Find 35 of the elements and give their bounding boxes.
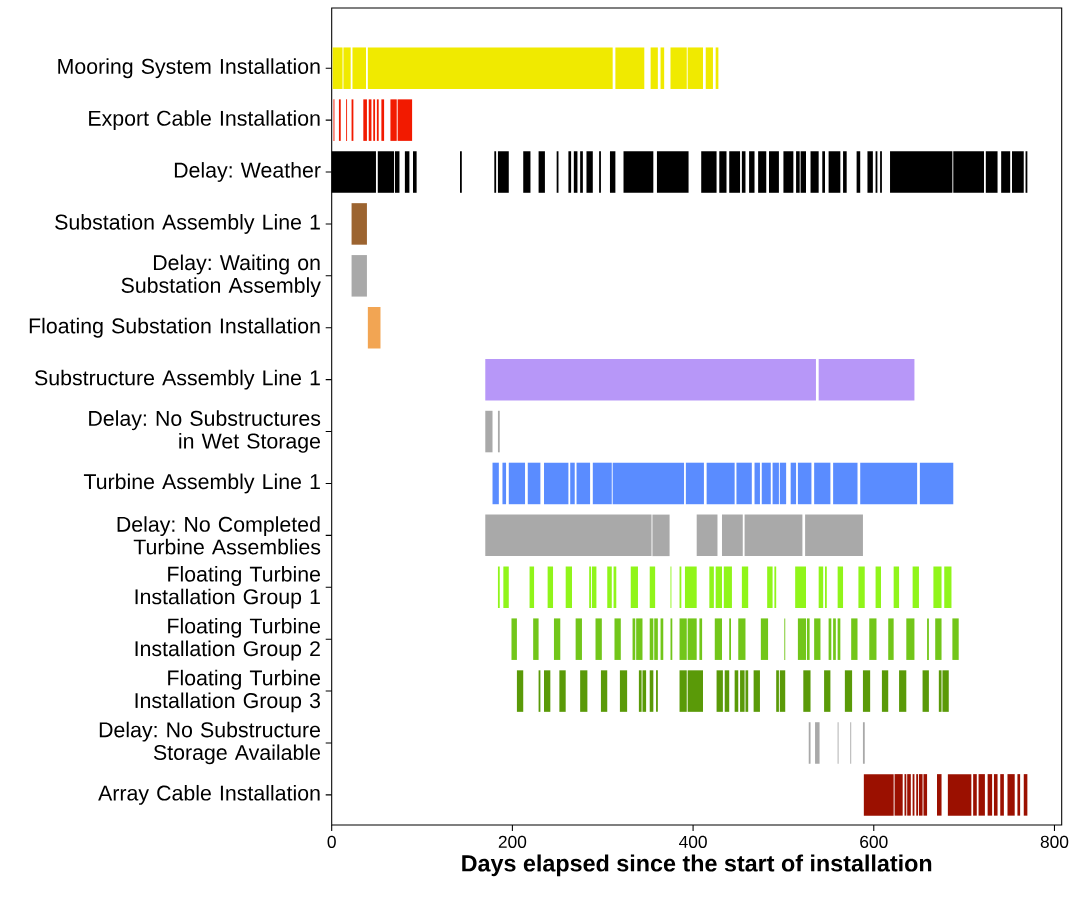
x-tick-label: 0: [327, 835, 336, 848]
x-tick-label: 600: [860, 835, 888, 848]
y-tick-label: Delay: Weather: [174, 162, 321, 182]
y-tick-label: Array Cable Installation: [98, 784, 320, 805]
bar: [367, 306, 381, 349]
y-tick-label: Delay: No Substructures in Wet Storage: [89, 410, 321, 453]
y-tick-label: Export Cable Installation: [89, 110, 320, 131]
y-tick-label: Delay: Waiting on Substation Assembly: [121, 254, 321, 298]
bar: [1012, 151, 1024, 193]
x-axis-title: Days elapsed since the start of installation: [462, 854, 932, 877]
x-tick-label: 400: [679, 835, 707, 848]
bar: [744, 514, 803, 557]
y-tick-label: Delay: No Substructure Storage Available: [99, 721, 321, 765]
x-tick-label: 200: [498, 835, 527, 848]
bar: [485, 410, 493, 453]
bar: [351, 255, 367, 297]
y-tick-label: Turbine Assembly Line 1: [83, 473, 320, 494]
bar: [721, 514, 743, 557]
y-tick-label: Floating Turbine Installation Group 1: [135, 566, 321, 609]
y-tick-label: Substation Assembly Line 1: [55, 213, 320, 234]
y-tick-label: Floating Turbine Installation Group 2: [135, 617, 321, 661]
bar: [485, 358, 816, 401]
bar: [985, 151, 998, 193]
y-tick-label: Floating Substation Installation: [29, 317, 320, 338]
y-tick-label: Substructure Assembly Line 1: [35, 369, 320, 390]
bar: [696, 514, 718, 557]
x-tick-label: 800: [1040, 835, 1069, 848]
y-tick-label: Delay: No Completed Turbine Assemblies: [117, 516, 321, 555]
bar: [867, 151, 873, 193]
y-tick-label: Mooring System Installation: [58, 58, 320, 79]
bar: [1001, 151, 1011, 193]
y-tick-label: Floating Turbine Installation Group 3: [135, 669, 321, 713]
bar: [818, 358, 915, 401]
bar: [815, 722, 820, 764]
bar: [351, 203, 367, 245]
